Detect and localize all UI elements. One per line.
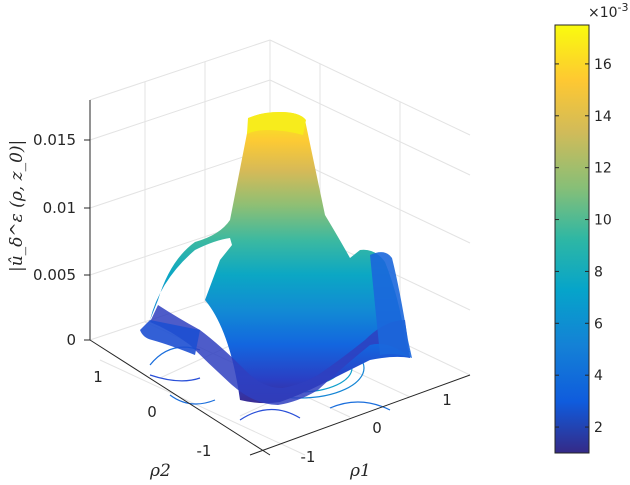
colorbar-tick-label: 14 — [594, 109, 612, 125]
z-tick-label: 0.005 — [33, 266, 76, 284]
colorbar-exponent-base: ×10 — [588, 5, 618, 21]
colorbar-tick-label: 10 — [594, 213, 612, 229]
z-axis-label: |û_δ^ε (ρ, z_0)| — [7, 140, 27, 272]
surface — [140, 112, 412, 405]
y-axis-label: ρ2 — [149, 461, 171, 481]
y-tick-label: 0 — [147, 403, 157, 421]
colorbar-exponent-power: -3 — [618, 1, 629, 14]
colorbar: 2 4 6 8 10 12 14 16 ×10-3 — [554, 1, 629, 454]
y-tick-label: 1 — [93, 368, 103, 386]
y-tick-labels: 1 0 -1 — [93, 368, 211, 460]
x-tick-labels: -1 0 1 — [301, 391, 452, 466]
colorbar-exponent: ×10-3 — [588, 1, 629, 21]
z-tick-label: 0 — [66, 331, 76, 349]
colorbar-tick-label: 16 — [594, 57, 612, 73]
colorbar-tick-label: 2 — [594, 420, 603, 436]
x-tick-label: -1 — [301, 448, 316, 466]
z-tick-label: 0.01 — [43, 199, 76, 217]
colorbar-tick-label: 6 — [594, 316, 603, 332]
z-tick-label: 0.015 — [33, 131, 76, 149]
x-axis-label: ρ1 — [349, 461, 371, 481]
colorbar-tick-label: 4 — [594, 368, 603, 384]
x-tick-label: 1 — [442, 391, 452, 409]
x-tick-label: 0 — [372, 419, 382, 437]
colorbar-ticks: 2 4 6 8 10 12 14 16 — [555, 57, 612, 436]
colorbar-tick-label: 12 — [594, 161, 612, 177]
z-tick-labels: 0 0.005 0.01 0.015 — [33, 131, 76, 349]
y-tick-label: -1 — [197, 442, 212, 460]
axis-lines — [84, 100, 471, 456]
colorbar-gradient — [554, 24, 590, 454]
colorbar-tick-label: 8 — [594, 264, 603, 280]
